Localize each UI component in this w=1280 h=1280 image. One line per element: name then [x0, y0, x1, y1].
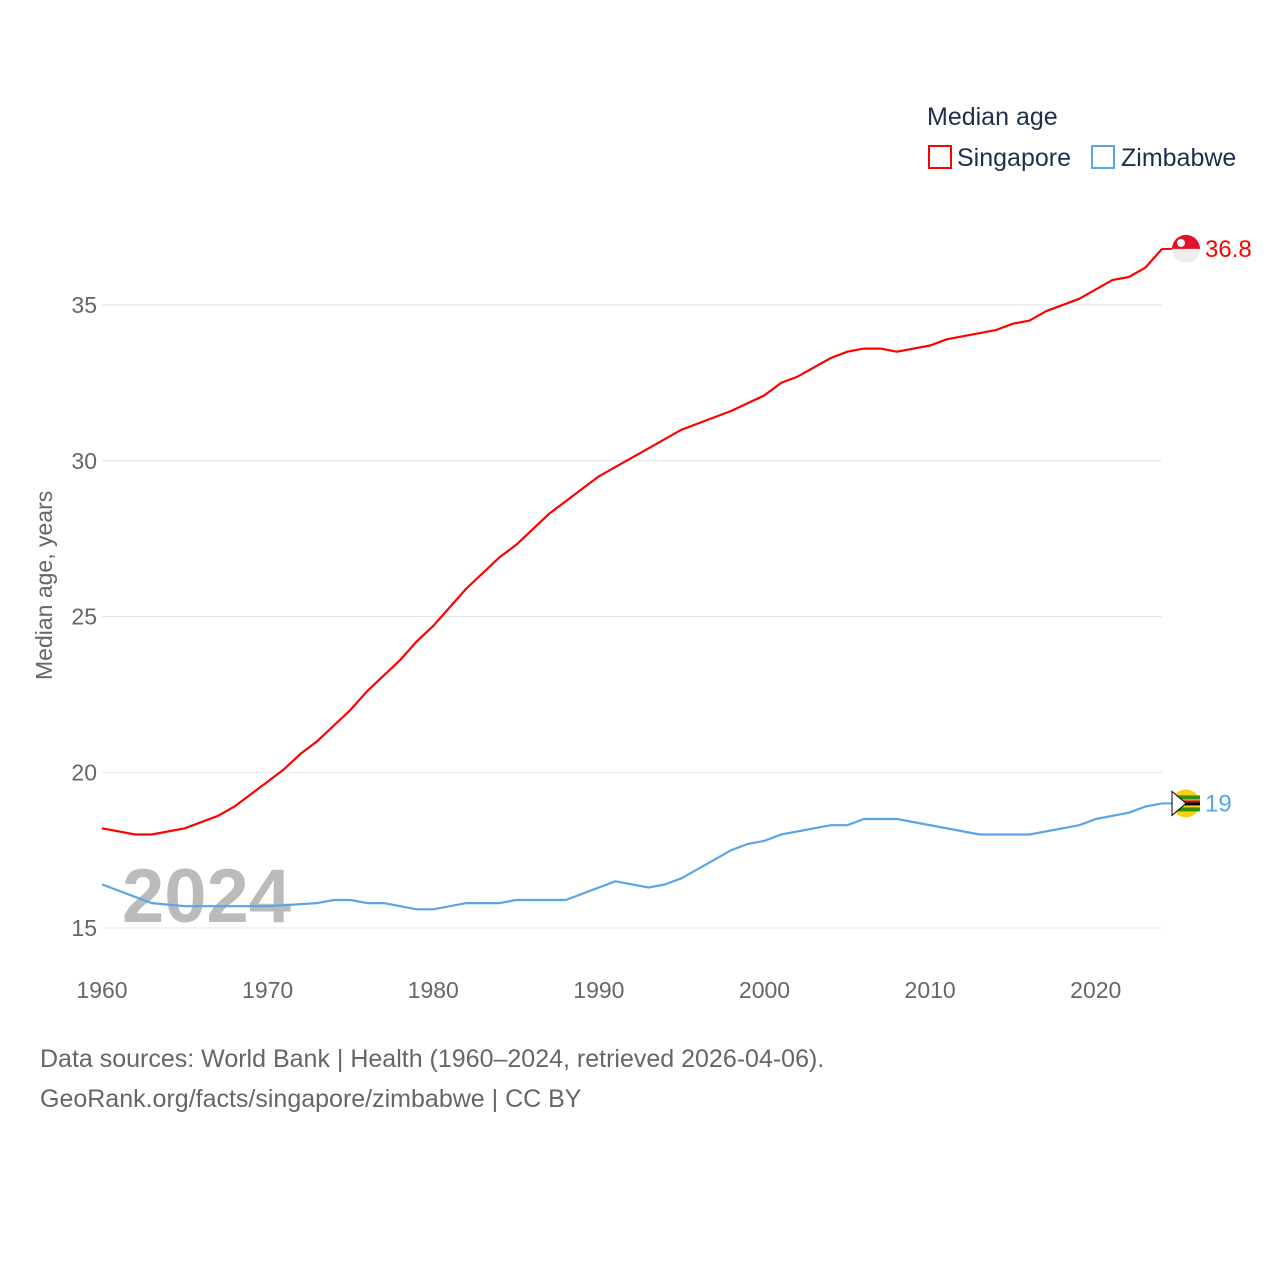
flag-zimbabwe-icon	[1171, 789, 1200, 818]
footer-attribution[interactable]: GeoRank.org/facts/singapore/zimbabwe | C…	[40, 1085, 582, 1113]
x-tick-label: 1970	[242, 977, 293, 1003]
end-value-zimbabwe: 19	[1205, 790, 1232, 817]
footer-sources: Data sources: World Bank | Health (1960–…	[40, 1045, 825, 1073]
y-tick-label: 35	[71, 292, 97, 318]
flag-singapore-icon	[1172, 234, 1200, 263]
x-tick-label: 2000	[739, 977, 790, 1003]
legend-item-zimbabwe[interactable]: Zimbabwe	[1091, 144, 1236, 172]
x-tick-label: 2020	[1070, 977, 1121, 1003]
y-axis-label: Median age, years	[31, 491, 57, 680]
legend-item-singapore[interactable]: Singapore	[928, 144, 1071, 172]
y-tick-label: 20	[71, 759, 97, 785]
legend-swatch-singapore	[928, 145, 952, 169]
x-tick-label: 1960	[76, 977, 127, 1003]
x-tick-label: 2010	[905, 977, 956, 1003]
legend-swatch-zimbabwe	[1091, 145, 1115, 169]
x-tick-label: 1990	[573, 977, 624, 1003]
y-tick-label: 15	[71, 915, 97, 941]
legend-label-singapore: Singapore	[957, 144, 1071, 172]
legend-title: Median age	[927, 103, 1058, 131]
series-line-singapore	[101, 248, 1163, 836]
y-tick-label: 30	[71, 448, 97, 474]
legend-label-zimbabwe: Zimbabwe	[1121, 144, 1236, 172]
series-line-zimbabwe	[101, 802, 1163, 911]
y-tick-label: 25	[71, 604, 97, 630]
end-value-singapore: 36.8	[1205, 236, 1252, 263]
year-watermark: 2024	[122, 854, 291, 939]
x-tick-label: 1980	[408, 977, 459, 1003]
